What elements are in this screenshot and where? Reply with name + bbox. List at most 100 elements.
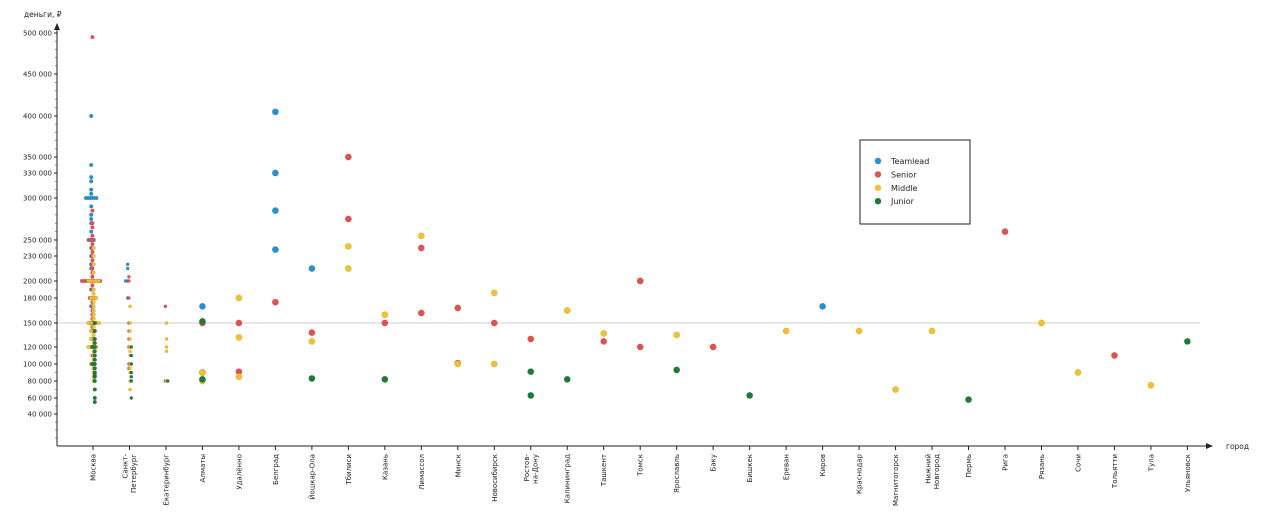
data-point	[86, 344, 91, 350]
data-point	[90, 241, 95, 247]
data-point	[92, 378, 97, 384]
data-point	[490, 360, 498, 368]
y-tick-label: 60 000	[28, 395, 53, 403]
data-point	[164, 349, 169, 354]
legend-marker-middle	[874, 184, 882, 191]
data-point	[86, 320, 91, 326]
x-tick-label: Минск	[454, 454, 462, 477]
data-point	[417, 244, 425, 252]
x-tick-label: Томск	[637, 454, 645, 477]
data-point	[199, 317, 206, 325]
data-point	[129, 370, 134, 375]
data-point	[92, 395, 97, 401]
legend-marker-teamlead	[874, 157, 882, 165]
x-tick-label: Казань	[381, 454, 389, 480]
data-point	[673, 331, 681, 339]
x-tick-label: Новгород	[933, 454, 941, 489]
data-point	[91, 332, 96, 338]
y-tick-label: 40 000	[28, 411, 53, 419]
data-point	[163, 304, 168, 309]
y-tick-label: 350 000	[23, 154, 52, 162]
data-point	[673, 366, 681, 374]
data-point	[454, 304, 462, 312]
y-tick-label: 120 000	[23, 344, 52, 352]
y-tick-label: 400 000	[23, 113, 52, 121]
data-point	[600, 329, 608, 337]
x-tick-label: Москва	[90, 454, 98, 481]
data-point	[89, 175, 94, 180]
y-tick-label: 80 000	[28, 378, 53, 386]
x-tick-label: Рязань	[1038, 454, 1046, 479]
data-point	[782, 327, 790, 335]
x-tick-label: Петербург	[130, 454, 138, 493]
data-point	[92, 340, 97, 346]
data-point	[636, 343, 644, 351]
data-point	[88, 336, 94, 342]
data-point	[164, 345, 169, 349]
x-tick-label: Ярославль	[673, 454, 681, 493]
x-ticks: Москва Санкт- Петербург Екатеринбург Алматы У…	[90, 446, 1192, 506]
data-point	[91, 291, 96, 296]
data-point	[308, 337, 316, 345]
data-point	[88, 295, 94, 301]
data-point	[89, 191, 94, 196]
legend-label-senior: Senior	[891, 170, 917, 179]
data-point	[746, 392, 754, 399]
y-tick-label: 300 000	[23, 195, 52, 203]
data-point	[91, 304, 96, 309]
data-point	[90, 283, 95, 288]
y-tick-label: 250 000	[23, 237, 52, 245]
data-point	[90, 344, 95, 350]
x-tick-label: Ростов-	[523, 454, 531, 482]
data-point	[128, 329, 132, 333]
data-point	[1147, 381, 1155, 389]
y-axis-arrow-icon	[54, 23, 60, 30]
x-tick-label: Пермь	[965, 454, 973, 477]
data-point	[92, 366, 97, 371]
data-point	[90, 221, 95, 226]
x-tick-label: Ульяновск	[1184, 454, 1192, 492]
data-point	[90, 249, 95, 255]
data-point	[92, 328, 97, 334]
data-point	[199, 302, 206, 310]
x-tick-label: Ереван	[783, 454, 791, 480]
x-tick-label: Краснодар	[856, 453, 864, 494]
data-point	[129, 353, 134, 358]
data-point	[92, 387, 97, 392]
data-point	[128, 337, 132, 341]
x-tick-label: Сочи	[1074, 454, 1082, 472]
data-point	[89, 216, 94, 222]
data-point	[125, 262, 130, 267]
data-point	[89, 179, 94, 184]
data-point	[96, 278, 101, 284]
y-ticks: 40 000 60 000 80 000 100 000 120 000 150 000 1…	[23, 30, 57, 439]
data-point	[308, 265, 316, 272]
data-point	[490, 319, 498, 327]
data-point	[527, 335, 535, 343]
data-point	[490, 289, 498, 297]
data-point	[129, 345, 134, 349]
data-point	[164, 337, 169, 341]
data-point	[91, 316, 96, 321]
data-point	[454, 360, 462, 368]
data-point	[128, 387, 132, 392]
data-point	[89, 229, 94, 234]
data-point	[123, 279, 128, 283]
data-point	[91, 300, 96, 305]
data-point	[89, 162, 94, 168]
x-tick-label: на-Дону	[532, 454, 540, 484]
data-point	[89, 113, 94, 119]
x-tick-label: Калининград	[564, 454, 572, 503]
data-point	[527, 368, 535, 376]
x-tick-label: Алматы	[199, 454, 207, 482]
data-point	[90, 258, 95, 263]
data-point	[636, 277, 644, 285]
x-tick-label: Баку	[710, 454, 718, 471]
data-point	[94, 195, 99, 201]
data-point	[86, 278, 91, 284]
data-point	[90, 34, 95, 40]
data-point	[381, 319, 389, 327]
data-point	[1038, 319, 1045, 327]
data-point	[1111, 352, 1118, 359]
y-tick-label: 500 000	[23, 30, 52, 38]
